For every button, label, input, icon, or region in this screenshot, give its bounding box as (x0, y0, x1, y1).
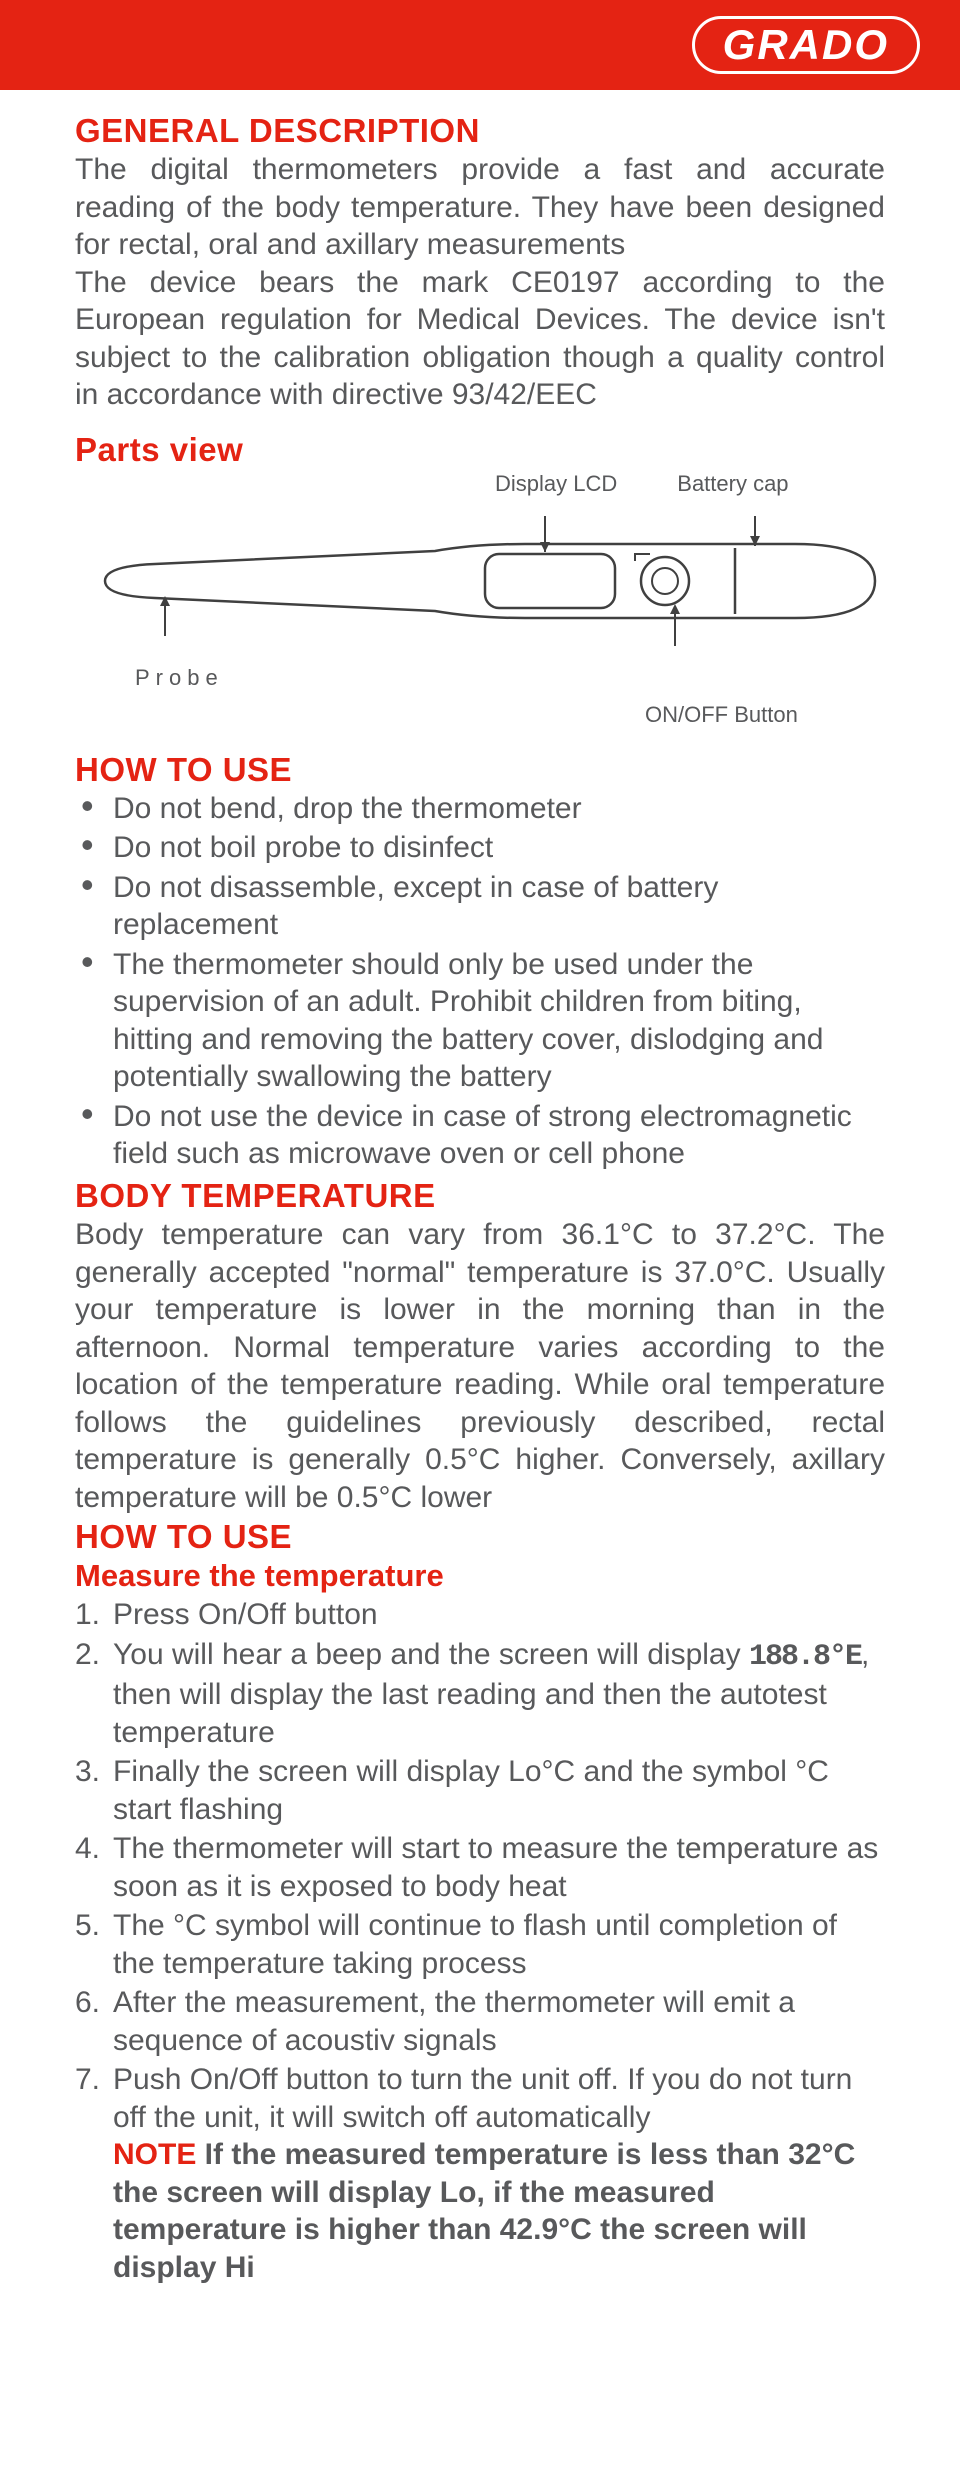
bullet-item: Do not bend, drop the thermometer (113, 790, 885, 828)
general-para-1: The digital thermometers provide a fast … (75, 151, 885, 264)
bodytemp-text: Body temperature can vary from 36.1°C to… (75, 1216, 885, 1516)
step-text: After the measurement, the thermometer w… (113, 1986, 795, 2057)
general-para-2: The device bears the mark CE0197 accordi… (75, 264, 885, 414)
bullet-item: Do not boil probe to disinfect (113, 829, 885, 867)
step-item: 6.After the measurement, the thermometer… (113, 1984, 885, 2059)
step-item: 3.Finally the screen will display Lo°C a… (113, 1753, 885, 1828)
label-probe: Probe (75, 664, 885, 692)
heading-parts: Parts view (75, 429, 243, 470)
heading-howto-2: HOW TO USE (75, 1516, 885, 1557)
subheading-measure: Measure the temperature (75, 1557, 885, 1596)
heading-bodytemp: BODY TEMPERATURE (75, 1175, 885, 1216)
step-item: 2.You will hear a beep and the screen wi… (113, 1636, 885, 1752)
step-item: 5.The °C symbol will continue to flash u… (113, 1907, 885, 1982)
step-item: 1.Press On/Off button (113, 1596, 885, 1634)
thermometer-diagram (75, 506, 885, 656)
bullet-item: Do not use the device in case of strong … (113, 1098, 885, 1173)
brand-logo: GRADO (692, 16, 920, 74)
lcd-sample-icon: 188.8°E (749, 1639, 861, 1677)
parts-view-block: Parts view Display LCD Battery cap Probe… (75, 429, 885, 729)
step-text: Press On/Off button (113, 1598, 378, 1631)
step-text: Finally the screen will display Lo°C and… (113, 1755, 829, 1826)
label-battery-cap: Battery cap (677, 470, 788, 498)
header-bar: GRADO (0, 0, 960, 90)
label-display-lcd: Display LCD (495, 470, 617, 498)
step-text: Push On/Off button to turn the unit off.… (113, 2063, 852, 2134)
bullet-item: Do not disassemble, except in case of ba… (113, 869, 885, 944)
step-item: 4.The thermometer will start to measure … (113, 1830, 885, 1905)
step-text: The thermometer will start to measure th… (113, 1832, 878, 1903)
step-text: The °C symbol will continue to flash unt… (113, 1909, 837, 1980)
note-label: NOTE (113, 2138, 196, 2171)
document-body: GENERAL DESCRIPTION The digital thermome… (0, 90, 960, 2328)
note-block: NOTE If the measured temperature is less… (113, 2136, 885, 2286)
heading-general: GENERAL DESCRIPTION (75, 110, 885, 151)
label-onoff-button: ON/OFF Button (75, 701, 885, 729)
step-text: You will hear a beep and the screen will… (113, 1638, 749, 1671)
measure-steps: 1.Press On/Off button 2.You will hear a … (75, 1596, 885, 2286)
heading-howto-1: HOW TO USE (75, 749, 885, 790)
note-text: If the measured temperature is less than… (113, 2138, 855, 2284)
howto-bullets: Do not bend, drop the thermometer Do not… (75, 790, 885, 1173)
bullet-item: The thermometer should only be used unde… (113, 946, 885, 1096)
step-item: 7.Push On/Off button to turn the unit of… (113, 2061, 885, 2286)
